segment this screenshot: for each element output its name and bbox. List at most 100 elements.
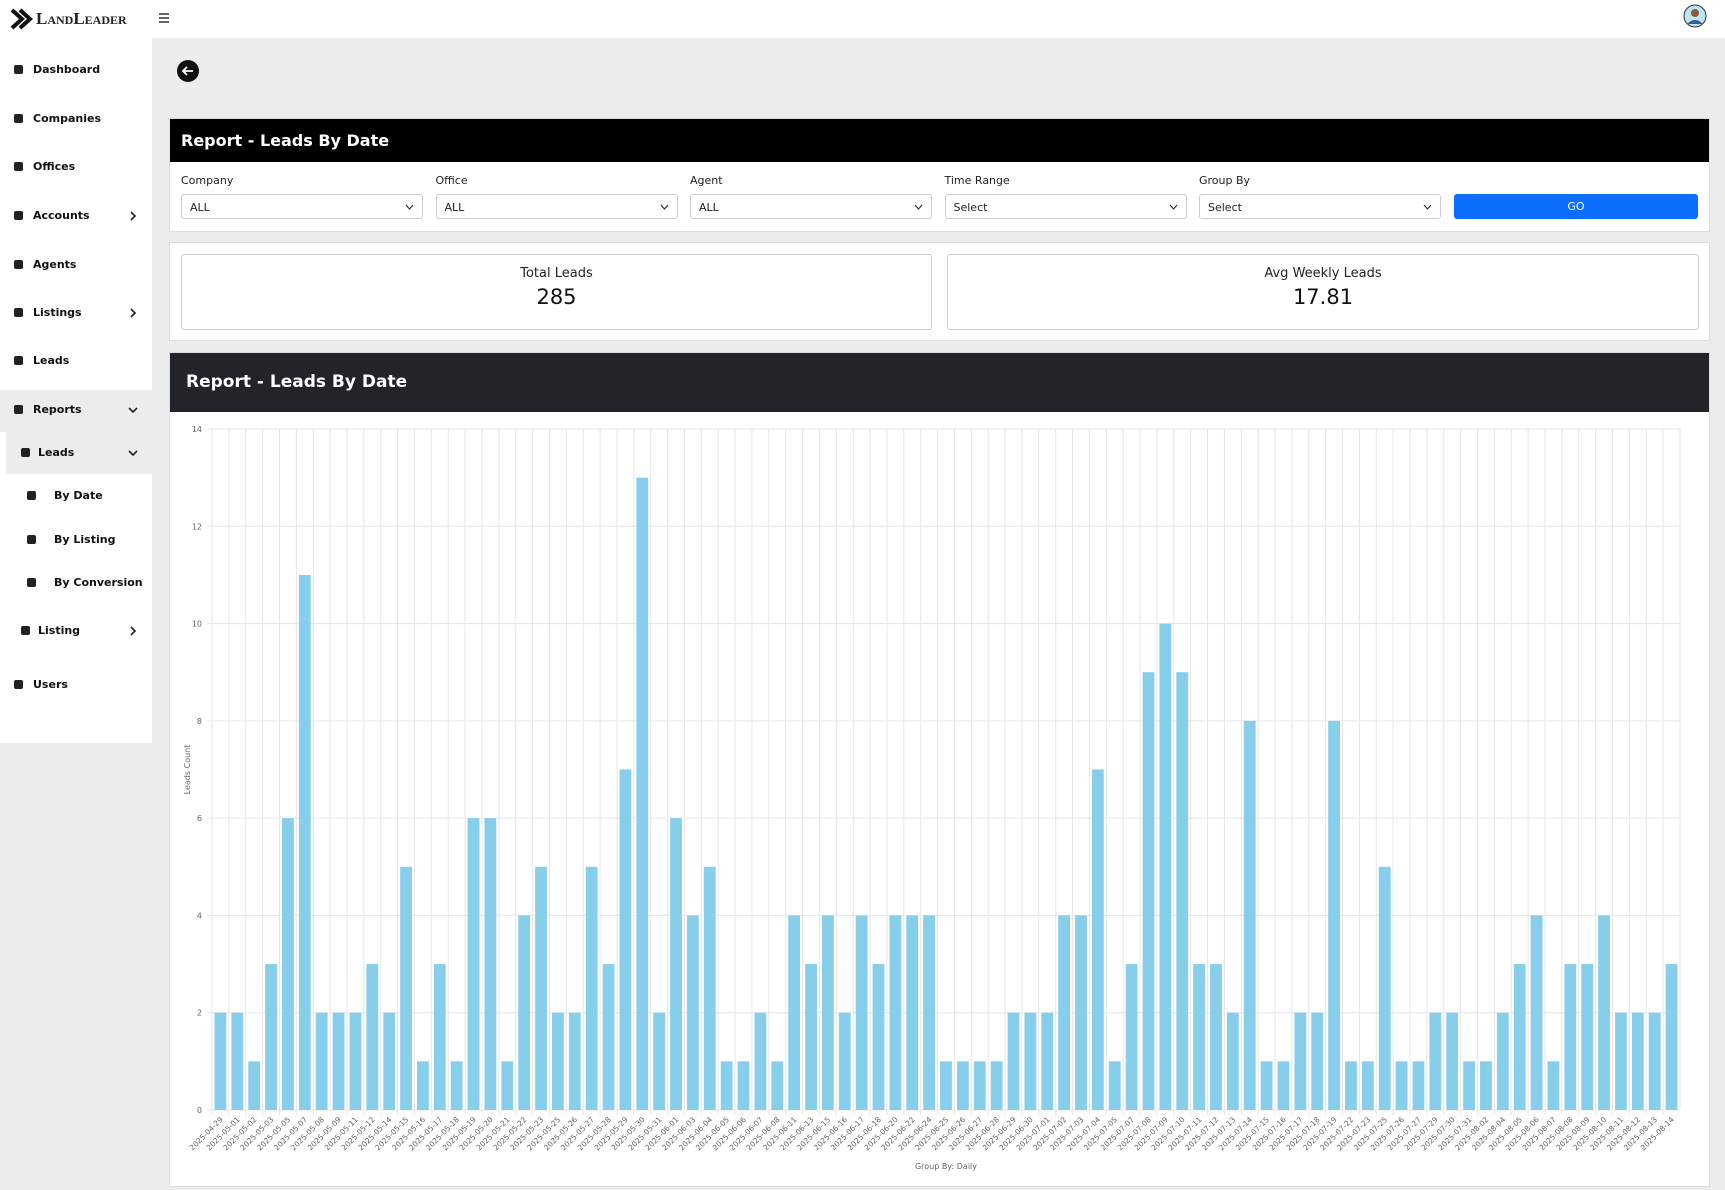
stats-panel: Total Leads 285 Avg Weekly Leads 17.81 (169, 242, 1710, 341)
nav-item[interactable]: Reports (33, 403, 82, 416)
nav-icon (14, 405, 23, 414)
bar (1260, 1061, 1273, 1110)
bar (720, 1061, 733, 1110)
back-button[interactable] (176, 59, 200, 83)
bar (1513, 964, 1526, 1110)
bar (535, 866, 547, 1110)
nav-icon (27, 535, 36, 544)
nav-item[interactable]: Dashboard (33, 63, 101, 76)
select-caret (1169, 204, 1177, 210)
bar (1361, 1061, 1374, 1110)
bar (653, 1012, 666, 1110)
bar (1615, 1012, 1627, 1110)
caret-path (914, 204, 923, 210)
filter-label: Group By (1199, 174, 1251, 187)
bar (450, 1061, 463, 1110)
caret-path (405, 204, 414, 210)
nav-icon (27, 491, 36, 500)
nav-icon (14, 114, 23, 123)
chart-panel: Report - Leads By Date 0 2 4 6 8 10 12 14 2025-0… (169, 352, 1710, 1187)
active-subsection (6, 432, 152, 474)
bar (737, 1061, 750, 1110)
filter-select[interactable]: Select (944, 194, 1187, 219)
bar (265, 964, 277, 1110)
nav-item[interactable]: Agents (33, 258, 77, 271)
bar (433, 964, 446, 1110)
bar (1547, 1061, 1560, 1110)
filter-label: Agent (690, 174, 723, 187)
nav-item[interactable]: Listing (38, 624, 81, 637)
nav-item[interactable]: By Listing (54, 533, 116, 546)
x-axis-title: Group By: Daily (915, 1162, 977, 1171)
bar (1226, 1012, 1239, 1110)
bar (1193, 964, 1206, 1110)
chevron-path (130, 308, 137, 318)
nav-item[interactable]: Leads (38, 446, 75, 459)
bar (602, 964, 615, 1110)
chevron-path (128, 450, 138, 457)
nav-item[interactable]: By Date (54, 489, 103, 502)
nav-icon (14, 680, 23, 689)
nav-item[interactable]: Offices (33, 160, 76, 173)
bar (467, 818, 480, 1110)
nav-icon (27, 578, 36, 587)
stat-card: Avg Weekly Leads 17.81 (947, 254, 1699, 330)
nav-icon (14, 260, 23, 269)
bar (1243, 720, 1256, 1110)
bar (636, 477, 649, 1111)
bar (906, 915, 919, 1110)
bar (956, 1061, 969, 1110)
chevron (128, 450, 138, 457)
select-caret (660, 204, 668, 210)
nav-item[interactable]: Listings (33, 306, 82, 319)
chevron-path (128, 407, 138, 414)
caret-path (660, 204, 668, 210)
nav-item[interactable]: Users (33, 678, 68, 691)
bar (1648, 1012, 1661, 1110)
bar (1277, 1061, 1290, 1110)
filter-select[interactable]: ALL (181, 194, 423, 219)
bar (805, 964, 817, 1110)
nav-item[interactable]: By Conversion (54, 576, 143, 589)
bar (703, 866, 716, 1110)
bar (518, 915, 531, 1110)
bar (838, 1012, 851, 1110)
bar (484, 818, 497, 1110)
nav-icon (14, 162, 23, 171)
bar (889, 915, 902, 1110)
bar (417, 1061, 429, 1110)
avatar[interactable] (1683, 4, 1707, 28)
bar (754, 1012, 767, 1110)
stat-label: Avg Weekly Leads (1264, 266, 1382, 281)
filter-label: Company (181, 174, 234, 187)
go-button[interactable]: GO (1454, 194, 1698, 219)
filter-select[interactable]: Select (1199, 194, 1441, 219)
bar (1058, 915, 1071, 1110)
bar (1142, 672, 1155, 1110)
menu-toggle[interactable] (158, 13, 170, 23)
bar (214, 1012, 227, 1110)
bar (1429, 1012, 1442, 1110)
y-tick-label: 12 (192, 522, 202, 531)
nav-icon (21, 448, 30, 457)
nav-item[interactable]: Companies (33, 112, 101, 125)
chevron (130, 626, 137, 636)
nav-item[interactable]: Accounts (33, 209, 90, 222)
bar (1007, 1012, 1020, 1110)
y-tick-label: 6 (197, 814, 202, 823)
filter-panel: Report - Leads By Date Company ALL Office A… (169, 118, 1710, 232)
filter-select[interactable]: ALL (435, 194, 678, 219)
filter-select[interactable]: ALL (690, 194, 932, 219)
filter-label: Office (435, 174, 468, 187)
bar (1631, 1012, 1644, 1110)
bar (1125, 964, 1138, 1110)
bar (1176, 672, 1189, 1110)
active-section (0, 390, 152, 432)
bar (1395, 1061, 1408, 1110)
bar (1311, 1012, 1324, 1110)
bar (1412, 1061, 1425, 1110)
y-tick-label: 4 (197, 911, 202, 920)
nav-item[interactable]: Leads (33, 354, 70, 367)
bar (788, 915, 801, 1110)
